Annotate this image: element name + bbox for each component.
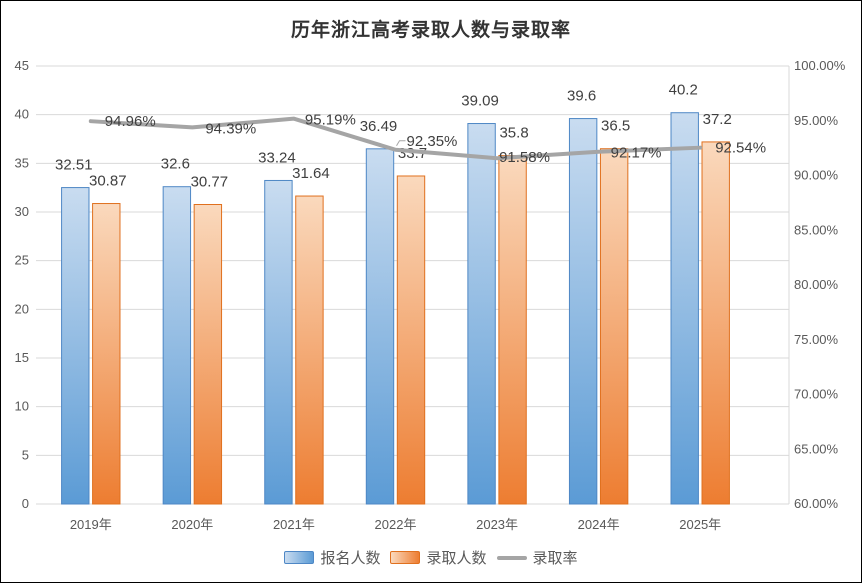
- bar-admitted: [92, 203, 121, 505]
- chart-title: 历年浙江高考录取人数与录取率: [290, 20, 571, 41]
- y-axis-label-left: 10: [15, 399, 29, 414]
- bar-applicants: [467, 123, 496, 505]
- x-axis-label: 2022年: [375, 517, 417, 532]
- legend-label-applicants: 报名人数: [320, 550, 381, 567]
- rate-label: 92.35%: [407, 133, 458, 150]
- applicants-swatch-icon: [284, 551, 315, 564]
- bar-applicants: [264, 179, 293, 505]
- bar-admitted: [599, 148, 629, 505]
- y-axis-label-right: 75.00%: [794, 332, 839, 347]
- rate-label: 91.58%: [499, 149, 550, 166]
- bar-applicants: [365, 148, 395, 505]
- bar-admitted: [498, 155, 527, 505]
- bar-applicants: [568, 118, 598, 505]
- legend-label-admitted: 录取人数: [426, 550, 487, 567]
- bar-label-applicants: 32.51: [55, 157, 93, 174]
- bar-admitted: [193, 204, 223, 505]
- rate-label: 94.39%: [205, 120, 256, 137]
- legend-item-applicants: 报名人数: [284, 547, 380, 568]
- bar-label-admitted: 37.2: [703, 111, 732, 128]
- y-axis-label-left: 35: [15, 155, 29, 170]
- y-axis-label-left: 45: [15, 58, 29, 73]
- bar-applicants: [61, 187, 90, 505]
- y-axis-label-right: 95.00%: [794, 113, 839, 128]
- admitted-swatch-icon: [390, 551, 421, 564]
- bar-applicants: [670, 112, 699, 505]
- y-axis-label-right: 70.00%: [794, 387, 839, 402]
- bar-admitted: [396, 175, 426, 505]
- x-axis-label: 2019年: [70, 517, 112, 532]
- rate-line-swatch-icon: [496, 555, 527, 560]
- bar-label-admitted: 30.77: [191, 174, 229, 191]
- bar-admitted: [295, 195, 324, 505]
- legend: 报名人数 录取人数 录取率: [1, 547, 861, 568]
- y-axis-label-left: 25: [15, 253, 29, 268]
- bar-applicants: [162, 186, 192, 505]
- x-axis-label: 2023年: [476, 517, 518, 532]
- rate-label: 94.96%: [105, 113, 156, 130]
- x-axis-label: 2025年: [679, 517, 721, 532]
- bar-label-applicants: 32.6: [161, 156, 190, 173]
- rate-label-leader: [396, 140, 406, 147]
- legend-label-rate: 录取率: [532, 550, 578, 567]
- y-axis-label-left: 0: [22, 496, 29, 511]
- bar-label-applicants: 39.09: [461, 93, 499, 110]
- rate-line: [88, 116, 703, 161]
- y-axis-label-right: 100.00%: [794, 58, 846, 73]
- x-axis-label: 2024年: [578, 517, 620, 532]
- bar-label-applicants: 33.24: [258, 149, 296, 166]
- y-axis-label-right: 65.00%: [794, 441, 839, 456]
- legend-item-admitted: 录取人数: [390, 547, 487, 568]
- y-axis-label-left: 40: [15, 107, 29, 122]
- bar-label-applicants: 40.2: [669, 82, 698, 99]
- bar-label-applicants: 36.49: [360, 118, 398, 135]
- x-axis-label: 2021年: [273, 517, 315, 532]
- bar-label-admitted: 35.8: [499, 125, 528, 142]
- y-axis-label-right: 90.00%: [794, 168, 839, 183]
- bar-admitted: [701, 141, 730, 505]
- rate-label: 92.54%: [715, 140, 766, 157]
- y-axis-label-right: 85.00%: [794, 222, 839, 237]
- bar-label-applicants: 39.6: [567, 88, 596, 105]
- y-axis-label-left: 15: [15, 350, 29, 365]
- y-axis-label-left: 5: [22, 447, 29, 462]
- bar-label-admitted: 31.64: [292, 165, 330, 182]
- rate-label: 92.17%: [611, 145, 662, 162]
- y-axis-label-right: 60.00%: [794, 496, 839, 511]
- y-axis-label-right: 80.00%: [794, 277, 839, 292]
- rate-label: 95.19%: [305, 112, 356, 129]
- y-axis-label-left: 20: [15, 301, 29, 316]
- bar-label-admitted: 36.5: [601, 118, 630, 135]
- y-axis-label-left: 30: [15, 204, 29, 219]
- legend-item-rate: 录取率: [496, 547, 578, 568]
- bar-label-admitted: 30.87: [89, 173, 127, 190]
- x-axis-label: 2020年: [171, 517, 213, 532]
